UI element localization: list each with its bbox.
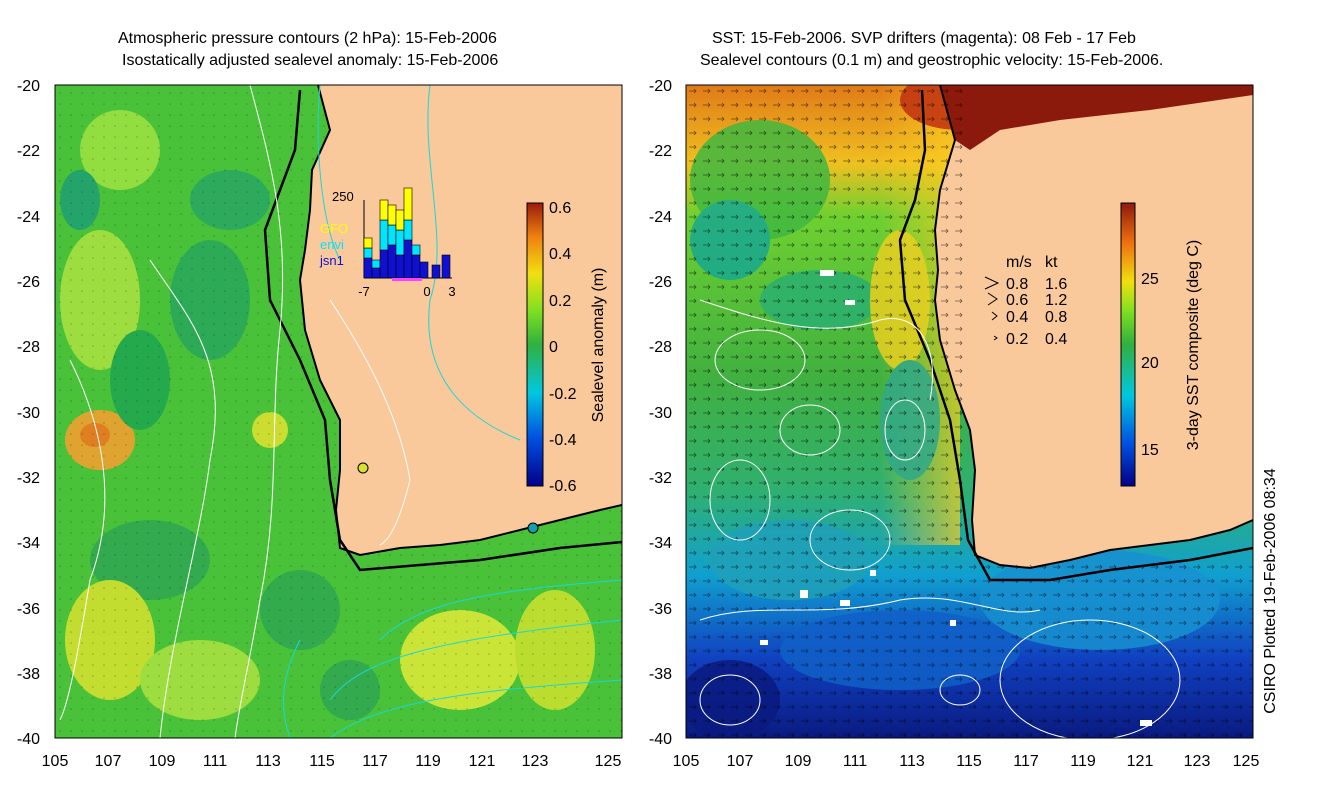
x-tick: 105 [673, 753, 700, 770]
x-tick: 113 [255, 753, 281, 770]
y-tick: -28 [17, 339, 40, 356]
velocity-legend-ms: 0.8 [1006, 276, 1028, 293]
left-colorbar: 0.6 0.4 0.2 0 -0.2 -0.4 -0.6 Sealevel an… [526, 200, 607, 495]
left-title-line2: Isostatically adjusted sealevel anomaly:… [122, 52, 499, 69]
x-tick: 105 [42, 753, 69, 770]
y-tick: -38 [17, 666, 40, 683]
right-sealevel-contours [699, 299, 1181, 738]
y-tick: -36 [649, 601, 672, 618]
velocity-legend-header-kt: kt [1045, 254, 1058, 271]
right-land [935, 85, 1253, 568]
velocity-legend-ms: 0.2 [1006, 331, 1028, 348]
right-colorbar: 25 20 15 3-day SST composite (deg C) [1120, 202, 1202, 487]
x-tick: 121 [1127, 753, 1154, 770]
arrow-icon [991, 311, 998, 321]
x-tick: 111 [203, 753, 227, 770]
left-cbar-tick: -0.6 [549, 478, 577, 495]
y-tick: -24 [17, 209, 40, 226]
left-cbar-tick: 0 [549, 339, 558, 356]
left-cbar-tick: 0.4 [549, 246, 571, 263]
y-tick: -32 [17, 470, 40, 487]
inset-top-label: 250 [332, 189, 354, 204]
y-tick: -34 [649, 535, 672, 552]
x-tick: 121 [469, 753, 496, 770]
velocity-legend-ms: 0.4 [1006, 309, 1028, 326]
right-map-panel [686, 85, 1253, 738]
inset-legend-gfo: GFO [320, 221, 348, 236]
right-title-line1: SST: 15-Feb-2006. SVP drifters (magenta)… [712, 30, 1136, 47]
velocity-legend-kt: 1.6 [1045, 276, 1067, 293]
inset-legend-envi: envi [320, 237, 344, 252]
y-tick: -22 [649, 143, 672, 160]
x-tick: 119 [1070, 753, 1096, 770]
plot-credit-label: CSIRO Plotted 19-Feb-2006 08:34 [1262, 468, 1279, 714]
left-cbar-tick: 0.6 [549, 200, 571, 217]
left-pressure-contours [59, 85, 411, 738]
x-tick: 119 [415, 753, 441, 770]
y-tick: -24 [649, 209, 672, 226]
x-tick: 107 [95, 753, 122, 770]
inset-xtick-zero: 0 [423, 284, 430, 299]
y-tick: -20 [17, 78, 40, 95]
right-colorbar-label: 3-day SST composite (deg C) [1185, 240, 1202, 450]
right-cloud-speckles [760, 270, 1152, 726]
y-tick: -32 [649, 470, 672, 487]
left-colorbar-label: Sealevel anomaly (m) [590, 268, 607, 423]
left-x-axis: 105 107 109 111 113 115 117 119 121 123 … [42, 753, 622, 770]
x-tick: 117 [1013, 753, 1039, 770]
arrow-icon [984, 276, 1000, 290]
right-cbar-tick: 25 [1141, 271, 1159, 288]
arrow-icon [987, 292, 998, 306]
x-tick: 107 [727, 753, 754, 770]
left-y-axis: -20 -22 -24 -26 -28 -30 -32 -34 -36 -38 … [17, 78, 40, 748]
left-cbar-tick: 0.2 [549, 293, 571, 310]
x-tick: 109 [149, 753, 176, 770]
left-coastline [298, 85, 622, 557]
inset-histogram: 250 GFO envi jsn1 -7 0 3 [319, 187, 456, 299]
y-tick: -28 [649, 339, 672, 356]
x-tick: 109 [785, 753, 812, 770]
y-tick: -40 [17, 731, 40, 748]
velocity-legend-ms: 0.6 [1006, 292, 1028, 309]
inset-bars [363, 187, 451, 279]
y-tick: -40 [649, 731, 672, 748]
left-cbar-tick: -0.4 [549, 432, 577, 449]
arrow-icon [993, 335, 998, 341]
y-tick: -20 [649, 78, 672, 95]
velocity-legend-kt: 0.8 [1045, 309, 1067, 326]
y-tick: -38 [649, 666, 672, 683]
right-y-axis: -20 -22 -24 -26 -28 -30 -32 -34 -36 -38 … [649, 78, 672, 748]
x-tick: 111 [843, 753, 867, 770]
left-title-line1: Atmospheric pressure contours (2 hPa): 1… [118, 30, 497, 47]
right-cbar-tick: 15 [1141, 442, 1159, 459]
inset-xtick-min: -7 [358, 284, 370, 299]
y-tick: -30 [649, 405, 672, 422]
left-cyan-contours [283, 85, 622, 738]
y-tick: -34 [17, 535, 40, 552]
y-tick: -36 [17, 601, 40, 618]
y-tick: -26 [17, 274, 40, 291]
x-tick: 117 [362, 753, 388, 770]
x-tick: 115 [309, 753, 335, 770]
right-title-line2: Sealevel contours (0.1 m) and geostrophi… [700, 52, 1164, 69]
velocity-legend: m/s kt 0.8 1.6 0.6 1.2 0.4 0.8 0.2 0.4 [984, 254, 1067, 348]
y-tick: -26 [649, 274, 672, 291]
x-tick: 125 [1233, 753, 1260, 770]
y-tick: -30 [17, 405, 40, 422]
x-tick: 113 [899, 753, 925, 770]
inset-xtick-max: 3 [448, 284, 455, 299]
velocity-legend-kt: 0.4 [1045, 331, 1067, 348]
x-tick: 115 [956, 753, 982, 770]
velocity-legend-kt: 1.2 [1045, 292, 1067, 309]
left-cbar-tick: -0.2 [549, 386, 577, 403]
inset-legend-jsn1: jsn1 [319, 253, 344, 268]
velocity-legend-header-ms: m/s [1006, 254, 1032, 271]
y-tick: -22 [17, 143, 40, 160]
x-tick: 125 [595, 753, 622, 770]
x-tick: 123 [522, 753, 549, 770]
right-x-axis: 105 107 109 111 113 115 117 119 121 123 … [673, 753, 1260, 770]
right-cbar-tick: 20 [1141, 355, 1159, 372]
x-tick: 123 [1184, 753, 1211, 770]
